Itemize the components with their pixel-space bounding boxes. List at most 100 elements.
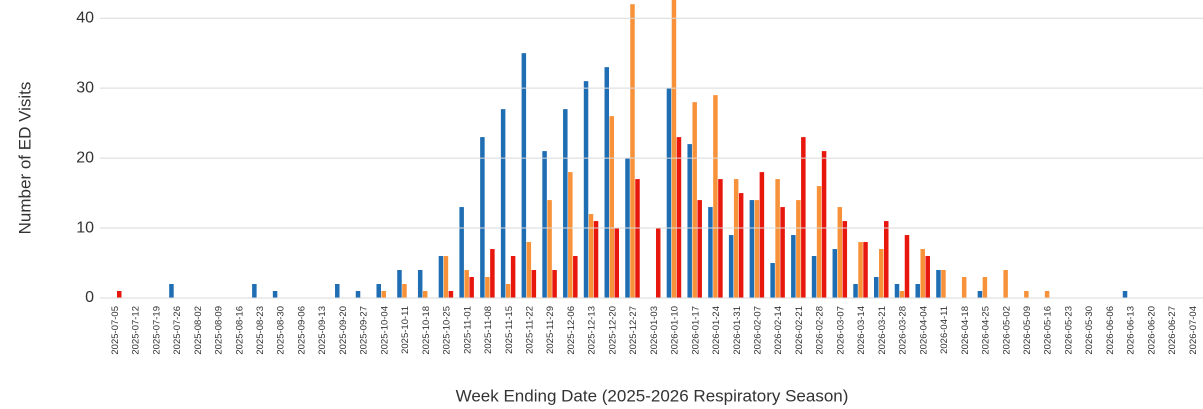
bar xyxy=(697,200,702,298)
y-axis-title: Number of ED Visits xyxy=(15,82,34,235)
bar xyxy=(920,249,925,298)
x-tick-label: 2025-11-29 xyxy=(545,306,556,354)
x-tick-label: 2025-09-27 xyxy=(359,306,370,355)
x-tick-label: 2026-06-13 xyxy=(1126,306,1137,355)
bar xyxy=(614,228,620,298)
x-tick-label: 2026-02-21 xyxy=(794,306,805,355)
bar xyxy=(1122,291,1128,298)
x-tick-label: 2026-07-04 xyxy=(1188,306,1199,355)
bar xyxy=(961,277,967,298)
bar xyxy=(169,284,174,298)
bar xyxy=(485,277,490,298)
bar xyxy=(780,207,785,298)
x-tick-label: 2025-09-06 xyxy=(296,306,307,355)
bar xyxy=(853,284,858,298)
x-tick-label: 2026-01-17 xyxy=(690,306,701,355)
bar xyxy=(666,88,672,299)
bar xyxy=(630,4,635,299)
bar xyxy=(417,270,423,298)
bar xyxy=(635,179,640,298)
bar xyxy=(718,179,723,298)
x-tick-label: 2025-12-20 xyxy=(607,306,618,355)
bar xyxy=(676,137,682,298)
bar xyxy=(583,81,589,298)
bar xyxy=(422,291,428,298)
bar xyxy=(728,235,734,298)
bar xyxy=(480,137,485,298)
bar xyxy=(671,0,677,298)
bar xyxy=(894,284,900,298)
x-tick-label: 2026-02-28 xyxy=(815,306,826,355)
bar xyxy=(941,270,946,298)
bar xyxy=(1044,291,1050,298)
bar xyxy=(816,186,822,298)
bar xyxy=(738,193,744,298)
bar xyxy=(863,242,868,298)
x-tick-label: 2026-03-21 xyxy=(877,306,888,355)
x-tick-label: 2025-08-16 xyxy=(234,306,245,355)
bar xyxy=(443,256,449,298)
x-tick-label: 2025-12-27 xyxy=(628,306,639,355)
bar xyxy=(563,109,568,298)
bar xyxy=(272,291,278,298)
x-tick-label: 2025-12-06 xyxy=(566,306,577,355)
bar xyxy=(469,277,474,298)
bar xyxy=(505,284,511,298)
bar xyxy=(936,270,941,298)
bar xyxy=(531,270,537,298)
bar xyxy=(884,221,889,298)
bar xyxy=(874,277,879,298)
x-tick-label: 2025-11-15 xyxy=(504,306,515,354)
x-tick-label: 2025-11-01 xyxy=(462,306,473,354)
bar xyxy=(552,270,557,298)
x-tick-label: 2025-09-20 xyxy=(338,306,349,355)
bar xyxy=(655,228,661,298)
bar xyxy=(335,284,340,298)
x-tick-label: 2025-08-30 xyxy=(276,306,287,355)
x-tick-label: 2026-02-14 xyxy=(773,306,784,355)
x-tick-label: 2025-12-13 xyxy=(587,306,598,355)
bar xyxy=(459,207,464,298)
x-tick-label: 2026-05-02 xyxy=(1001,306,1012,355)
bar xyxy=(858,242,863,298)
y-tick-label: 20 xyxy=(76,149,94,166)
bar xyxy=(733,179,739,298)
y-tick-label: 30 xyxy=(76,79,94,96)
x-tick-label: 2025-10-11 xyxy=(400,306,411,354)
bar xyxy=(500,109,506,298)
bar xyxy=(593,221,599,298)
bar xyxy=(464,270,469,298)
bar xyxy=(526,242,532,298)
x-tick-label: 2025-08-09 xyxy=(214,306,225,355)
x-tick-label: 2025-10-25 xyxy=(442,306,453,355)
bar xyxy=(604,67,610,298)
x-tick-label: 2026-05-16 xyxy=(1043,306,1054,355)
bar xyxy=(749,200,755,298)
x-tick-label: 2025-07-19 xyxy=(151,306,162,355)
x-tick-label: 2026-04-11 xyxy=(939,306,950,354)
bar xyxy=(252,284,257,298)
bar xyxy=(490,249,495,298)
bar xyxy=(117,291,122,298)
bar xyxy=(510,256,516,298)
bar xyxy=(904,235,910,298)
bar xyxy=(588,214,594,298)
bar xyxy=(925,256,930,298)
x-tick-label: 2026-03-14 xyxy=(856,306,867,355)
bar xyxy=(438,256,444,298)
bar xyxy=(521,53,527,298)
bar xyxy=(899,291,905,298)
bar xyxy=(811,256,817,298)
x-tick-label: 2025-11-22 xyxy=(524,306,535,354)
bar xyxy=(754,200,760,298)
bar xyxy=(692,102,697,298)
x-tick-label: 2025-08-23 xyxy=(255,306,266,355)
x-tick-label: 2026-05-09 xyxy=(1022,306,1033,355)
bar xyxy=(842,221,848,298)
bar xyxy=(448,291,454,298)
y-tick-label: 0 xyxy=(85,289,94,306)
bar xyxy=(573,256,578,298)
plot-area xyxy=(117,0,1128,299)
bar xyxy=(402,284,407,298)
x-tick-label: 2026-05-30 xyxy=(1084,306,1095,355)
